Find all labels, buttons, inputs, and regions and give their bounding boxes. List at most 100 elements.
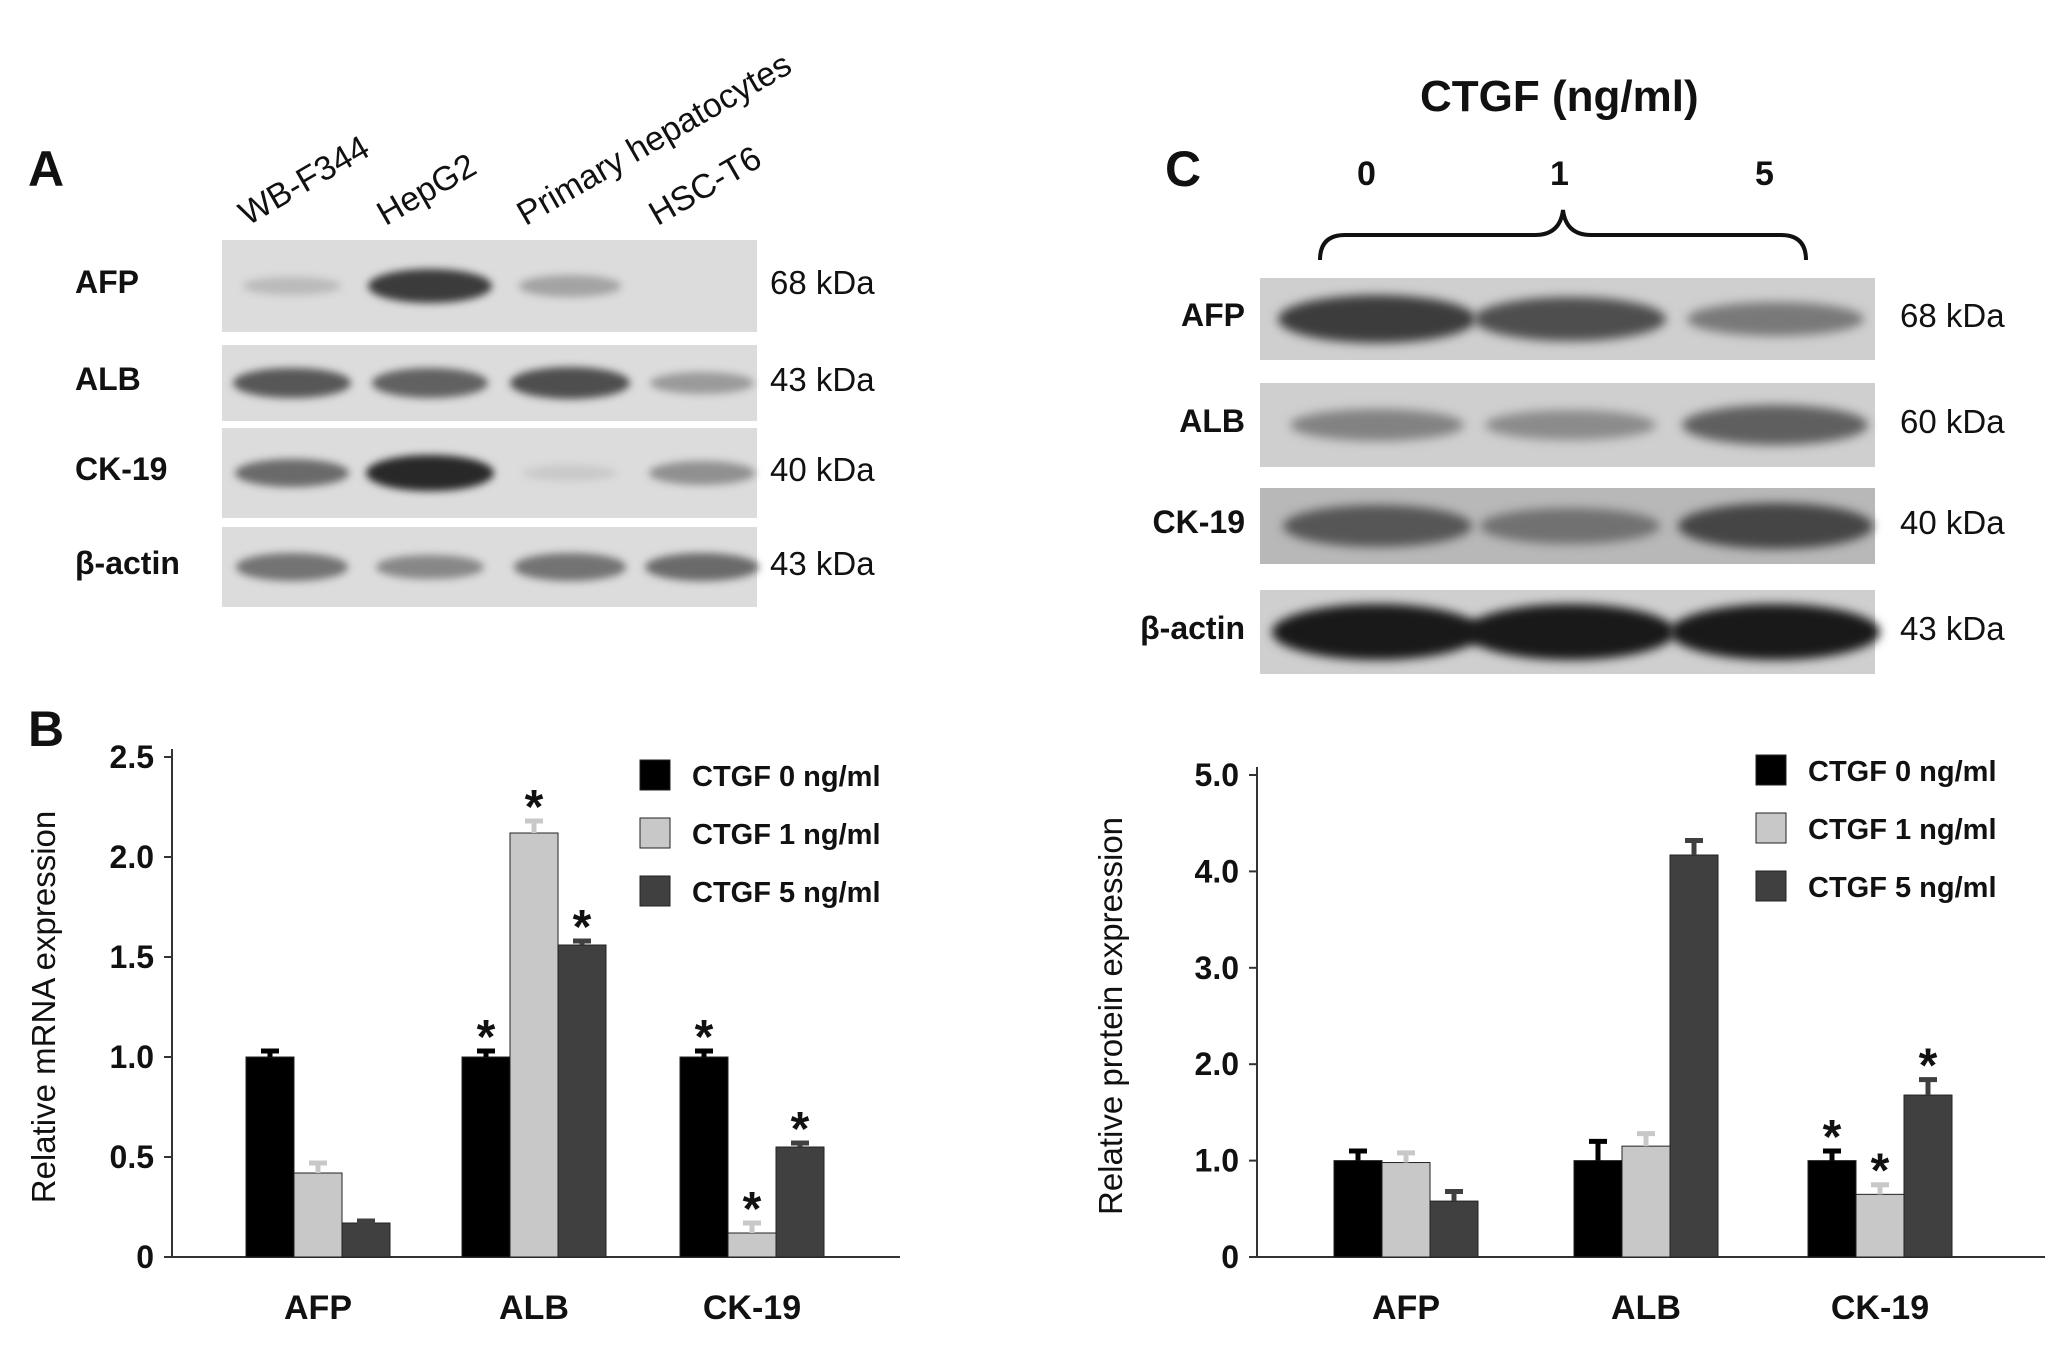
blot-strip	[222, 345, 757, 421]
kda-label: 68 kDa	[1900, 297, 2005, 334]
blot-band	[1282, 505, 1472, 547]
kda-label: 40 kDa	[770, 451, 875, 488]
blot-row-label: β-actin	[75, 545, 180, 581]
lane-label: WB-F344	[232, 128, 376, 234]
blot-row-label: AFP	[1181, 297, 1245, 333]
y-tick-label: 5.0	[1195, 757, 1239, 793]
y-tick-label: 2.0	[110, 839, 154, 875]
legend-label: CTGF 0 ng/ml	[1808, 756, 1997, 788]
bar	[1807, 1160, 1857, 1258]
blot-band	[523, 464, 617, 482]
mrna-bar-chart: 0 0.5 1.0 1.5 2.0 2.5 Relative mRNA expression…	[25, 739, 900, 1327]
bar	[557, 944, 607, 1258]
blot-strip	[1260, 590, 1880, 674]
blot-strip	[1260, 278, 1875, 360]
legend-swatch	[639, 875, 671, 907]
y-axis-label: Relative protein expression	[1092, 817, 1129, 1215]
legend-label: CTGF 5 ng/ml	[1808, 872, 1997, 904]
blot-row-label: CK-19	[1152, 504, 1245, 540]
concentration-label: 1	[1550, 155, 1569, 193]
blot-band	[1290, 409, 1464, 441]
bar	[1333, 1160, 1383, 1258]
concentration-label: 0	[1357, 155, 1376, 193]
blot-row-label: CK-19	[75, 451, 168, 487]
significance-marker: *	[743, 1183, 762, 1236]
blot-band	[514, 553, 626, 581]
legend-swatch	[639, 759, 671, 791]
blot-band	[650, 371, 754, 395]
y-tick-label: 2.0	[1195, 1046, 1239, 1082]
blot-strip	[222, 527, 759, 607]
y-tick-label: 1.0	[110, 1039, 154, 1075]
category-label: CK-19	[703, 1289, 801, 1327]
bar	[1429, 1200, 1479, 1258]
lane-label: HepG2	[370, 146, 483, 234]
legend-label: CTGF 1 ng/ml	[1808, 814, 1997, 846]
significance-marker: *	[477, 1011, 496, 1064]
category-label: ALB	[1611, 1289, 1681, 1327]
bar	[1381, 1162, 1431, 1258]
blot-band	[372, 368, 488, 398]
legend-label: CTGF 5 ng/ml	[692, 877, 881, 909]
blot-strip	[1260, 383, 1875, 467]
blot-row-label: AFP	[75, 264, 139, 300]
bar	[1903, 1094, 1953, 1258]
legend-swatch	[639, 817, 671, 849]
blot-band	[1474, 297, 1666, 341]
significance-marker: *	[1871, 1145, 1890, 1198]
y-tick-label: 3.0	[1195, 950, 1239, 986]
blot-band	[235, 458, 349, 488]
legend-swatch	[1755, 812, 1787, 844]
bar	[727, 1232, 777, 1258]
y-axis-label: Relative mRNA expression	[25, 811, 62, 1204]
significance-marker: *	[695, 1011, 714, 1064]
significance-marker: *	[525, 781, 544, 834]
bar	[679, 1056, 729, 1258]
y-tick-label: 0	[136, 1239, 154, 1275]
y-tick-label: 4.0	[1195, 853, 1239, 889]
blot-strip	[222, 428, 757, 518]
kda-label: 43 kDa	[1900, 610, 2005, 647]
bar	[341, 1222, 391, 1258]
blot-band	[1465, 604, 1675, 660]
blot-band	[1272, 604, 1482, 660]
protein-bar-chart: 0 1.0 2.0 3.0 4.0 5.0 Relative protein express…	[1092, 754, 2045, 1327]
kda-label: 43 kDa	[770, 361, 875, 398]
significance-marker: *	[791, 1103, 810, 1156]
blot-band	[1670, 604, 1880, 660]
bar	[293, 1172, 343, 1258]
concentration-label: 5	[1755, 155, 1774, 193]
y-tick-label: 1.5	[110, 939, 154, 975]
blot-band	[366, 454, 494, 492]
category-label: ALB	[499, 1289, 569, 1327]
bar	[1573, 1160, 1623, 1258]
blot-strip	[222, 240, 757, 332]
blot-band	[1480, 508, 1660, 544]
blot-band	[236, 553, 348, 581]
ctgf-title: CTGF (ng/ml)	[1420, 72, 1699, 121]
kda-label: 40 kDa	[1900, 504, 2005, 541]
blot-band	[1278, 295, 1476, 343]
significance-marker: *	[1919, 1040, 1938, 1093]
blot-strip	[1260, 488, 1875, 564]
kda-label: 68 kDa	[770, 264, 875, 301]
y-tick-label: 0	[1221, 1239, 1239, 1275]
y-tick-label: 1.0	[1195, 1143, 1239, 1179]
blot-band	[645, 552, 759, 582]
significance-marker: *	[573, 901, 592, 954]
bar	[1855, 1193, 1905, 1258]
category-label: CK-19	[1831, 1289, 1929, 1327]
bar	[509, 832, 559, 1258]
blot-band	[1686, 302, 1864, 336]
panel-b-letter: B	[28, 701, 65, 757]
blot-band	[368, 268, 492, 304]
blot-row-label: ALB	[1179, 403, 1245, 439]
blot-band	[1484, 410, 1656, 440]
bar	[1669, 854, 1719, 1258]
legend-label: CTGF 0 ng/ml	[692, 761, 881, 793]
blot-row-label: ALB	[75, 361, 141, 397]
blot-band	[649, 461, 755, 485]
blot-band	[376, 554, 484, 580]
blot-row-label: β-actin	[1140, 610, 1245, 646]
category-label: AFP	[284, 1289, 352, 1327]
